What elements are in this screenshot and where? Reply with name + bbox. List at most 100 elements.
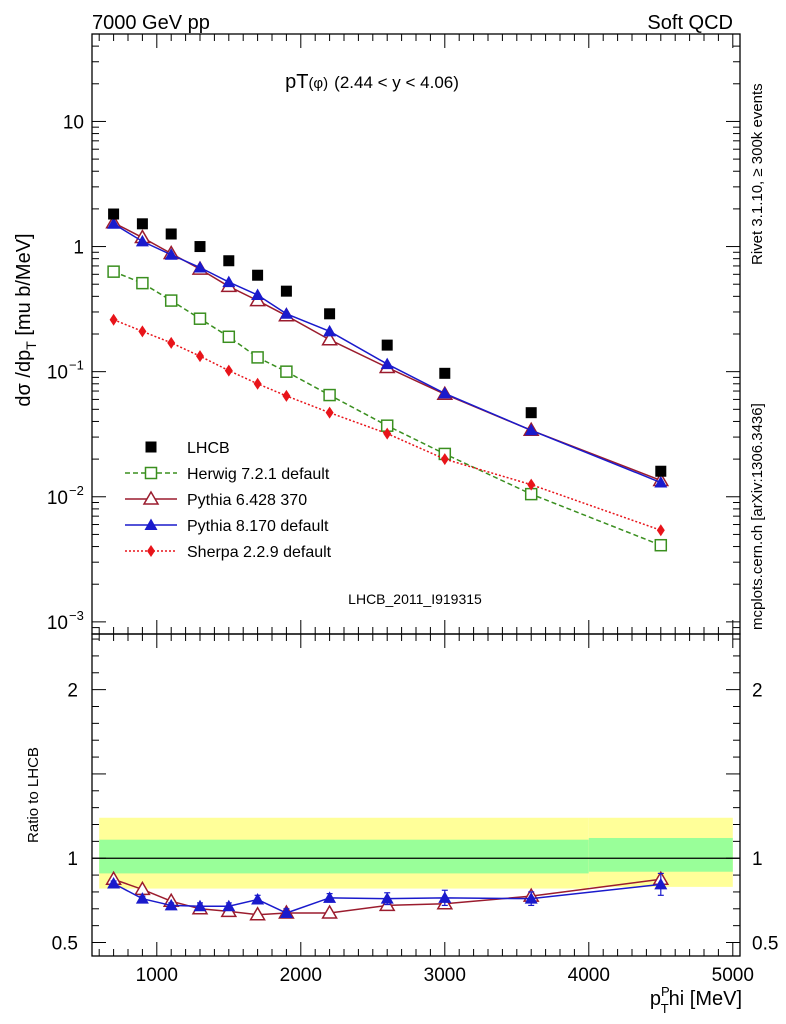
analysis-id: LHCB_2011_I919315 [348,591,482,607]
legend-label: Pythia 6.428 370 [187,492,307,509]
band-inner [588,837,733,872]
plot-title-main: pT [285,71,308,93]
data-point [136,276,149,290]
data-point [655,465,667,477]
data-point [323,388,336,402]
data-point [654,538,668,552]
x-axis-label: pP Thi [MeV] [650,984,742,1016]
ratio-series-pythia8 [107,872,668,919]
legend-label: Sherpa 2.2.9 default [187,544,332,561]
legend-item-herwig: Herwig 7.2.1 default [125,466,330,483]
main-series [105,208,670,552]
y-tick-label-exponent: −1 [69,358,84,373]
data-point [164,248,178,260]
data-point [107,877,121,889]
x-tick-label: 3000 [424,965,466,986]
x-axis-label-sub: T [661,1001,669,1016]
ratio-y-tick-label: 0.5 [52,934,78,955]
data-point [194,241,206,253]
ratio-y-ticks: 0.5 0.5 1 1 2 2 [52,638,778,955]
data-point [222,330,236,344]
ratio-bands [99,817,733,889]
data-point [252,269,264,281]
process-label: Soft QCD [647,12,733,34]
x-axis-label-main: p [650,988,661,1010]
x-tick-label: 2000 [280,965,322,986]
ratio-plot: 0.5 0.5 1 1 2 2 1000 2000 3000 4000 5000 Ratio to… [25,633,778,1016]
data-point [251,351,264,364]
data-point [656,524,665,537]
ratio-y-tick-label-right: 2 [752,681,763,702]
plot-title-sub: (φ) [308,75,328,92]
data-point [381,339,393,351]
data-point [222,899,236,912]
ratio-y-tick-label: 2 [67,681,78,702]
main-y-axis-label-main: dσ /dp [13,350,35,407]
legend: LHCB Herwig 7.2.1 default Pythia 6.428 370… [125,440,332,561]
legend-label: Pythia 8.170 default [187,518,329,535]
y-tick-label: 10 [47,613,68,634]
data-point [280,365,293,378]
main-y-axis-label-unit: [mu b/MeV] [13,233,35,341]
ratio-series [105,870,670,921]
data-point [380,892,394,904]
data-point [147,545,155,557]
data-point [253,377,262,390]
data-point [107,265,120,278]
data-point [438,386,452,399]
data-point [107,217,121,229]
data-point [164,294,178,307]
data-point [251,893,265,905]
data-point [323,324,337,337]
plot-title: pT(φ) (2.44 < y < 4.06) [285,71,459,93]
data-point [321,331,338,346]
data-point [224,364,233,377]
series-line [113,319,662,531]
data-point [167,336,176,349]
data-point [440,453,449,466]
data-point [165,228,177,240]
series-LHCB [108,208,667,477]
data-point [142,490,160,505]
series-pythia8 [107,217,668,488]
data-point [282,389,291,402]
data-point [138,325,147,338]
legend-item-pythia8: Pythia 8.170 default [125,518,329,535]
data-point [193,261,207,273]
y-tick-label: 10 [47,488,68,509]
data-point [135,892,149,904]
data-point [525,407,537,419]
legend-label: LHCB [187,440,230,457]
y-tick-label-exponent: −3 [69,608,84,623]
data-point [196,350,204,363]
data-point [654,877,668,890]
series-sherpa [109,313,665,537]
band-inner [99,839,589,874]
data-point [144,466,158,480]
data-point [109,313,118,326]
legend-item-pythia6: Pythia 6.428 370 [125,490,307,509]
data-point [280,285,292,297]
legend-item-sherpa: Sherpa 2.2.9 default [125,544,332,561]
data-point [438,891,452,903]
ratio-series-line [113,882,661,914]
legend-item-LHCB: LHCB [145,440,230,457]
data-point [279,307,293,319]
data-point [524,892,538,904]
data-point [524,423,538,436]
x-tick-label: 4000 [568,965,610,986]
ratio-y-tick-label: 1 [67,849,78,870]
ratio-x-ticks: 1000 2000 3000 4000 5000 [98,634,754,986]
series-herwig [107,265,668,552]
data-point [135,234,149,247]
data-point [380,357,394,370]
data-point [321,904,338,919]
data-point [323,891,337,903]
x-axis-label-sup: P [661,984,670,999]
data-point [654,476,668,488]
data-point [249,906,266,921]
y-tick-label: 10 [47,363,68,384]
main-y-axis-label: dσ /dpT [mu b/MeV] [13,233,39,406]
